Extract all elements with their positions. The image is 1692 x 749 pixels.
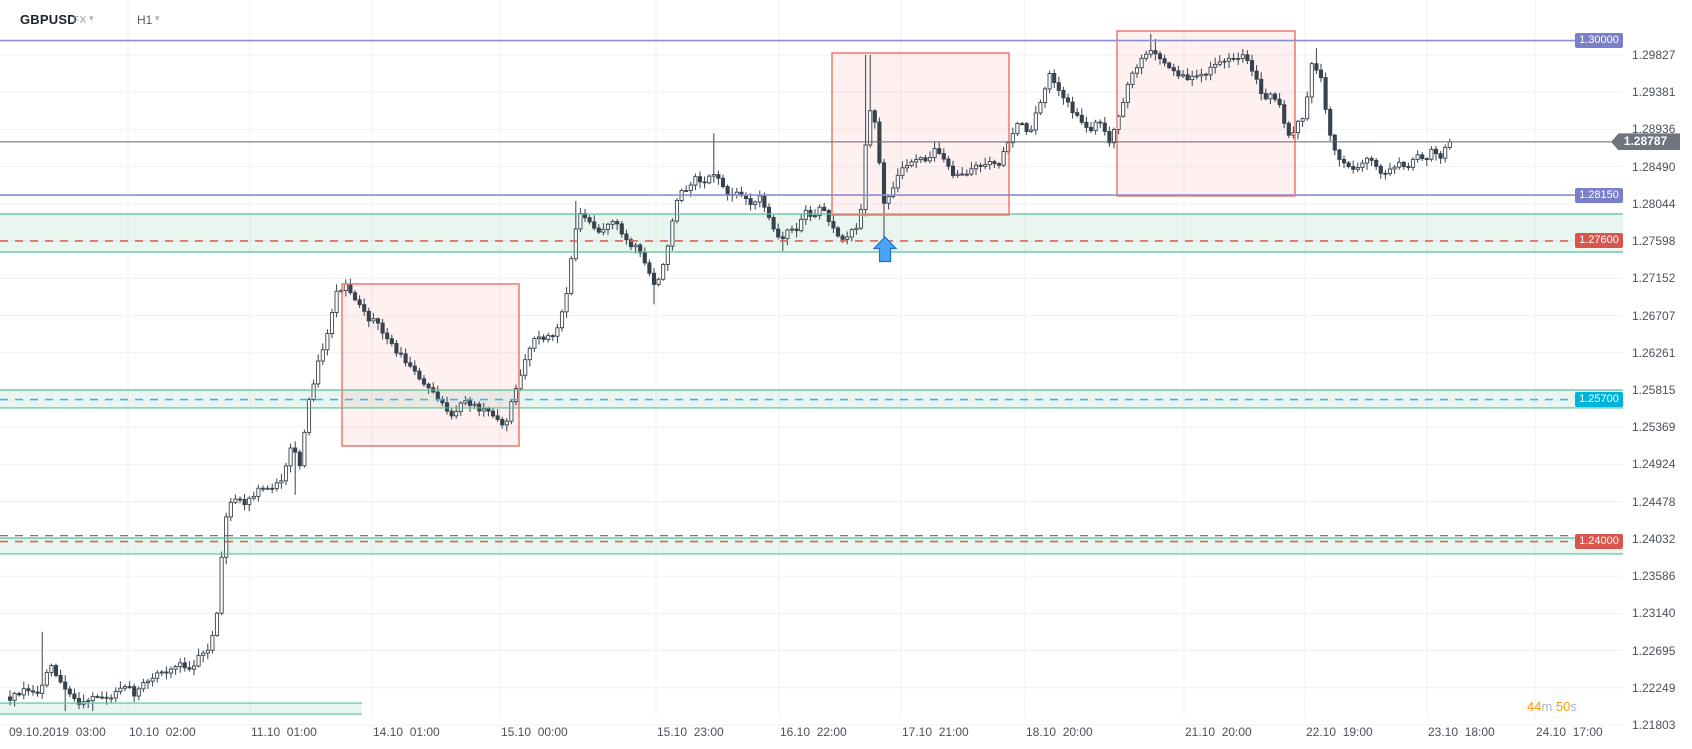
price-level-badge-1-28150[interactable]: 1.28150: [1575, 187, 1623, 203]
time-tick-label: 15.10 00:00: [501, 725, 568, 739]
price-tick-label: 1.28044: [1632, 196, 1676, 211]
time-tick-label: 17.10 21:00: [902, 725, 969, 739]
time-tick-label: 10.10 02:00: [129, 725, 196, 739]
price-tick-label: 1.23140: [1632, 606, 1676, 621]
price-tick-label: 1.22249: [1632, 680, 1676, 695]
candles: [7, 33, 1452, 712]
time-tick-label: 22.10 19:00: [1306, 725, 1373, 739]
time-tick-label: 11.10 01:00: [251, 725, 317, 739]
chevron-down-icon[interactable]: ▾: [89, 13, 94, 23]
time-tick-label: 21.10 20:00: [1185, 725, 1252, 739]
price-tick-label: 1.21803: [1632, 718, 1676, 732]
buy-arrow-marker[interactable]: [872, 236, 898, 263]
price-level-badge-1-24000[interactable]: 1.24000: [1575, 534, 1623, 550]
highlight-box-2[interactable]: [832, 52, 1009, 215]
price-tick-label: 1.25369: [1632, 420, 1676, 435]
time-tick-label: 14.10 01:00: [373, 725, 440, 739]
price-tick-label: 1.25815: [1632, 383, 1676, 397]
price-tick-label: 1.28490: [1632, 159, 1676, 174]
time-tick-label: 09.10.2019 03:00: [9, 725, 106, 739]
price-tick-label: 1.29827: [1632, 48, 1676, 62]
time-tick-label: 23.10 18:00: [1428, 725, 1495, 739]
countdown-minutes: 44: [1527, 699, 1542, 714]
countdown-minutes-unit: m: [1541, 699, 1556, 714]
level-lines[interactable]: [0, 39, 1623, 543]
price-tick-label: 1.22695: [1632, 643, 1676, 658]
last-price-badge: 1.28787: [1611, 133, 1680, 151]
support-zone-1-220[interactable]: [0, 703, 362, 715]
highlight-box-fills[interactable]: [342, 31, 1295, 446]
timeframe-selector[interactable]: H1: [137, 13, 153, 27]
exchange-selector[interactable]: FX: [73, 15, 87, 26]
price-level-badge-1-25700[interactable]: 1.25700: [1575, 392, 1623, 408]
support-zone-1-240[interactable]: [0, 537, 1623, 554]
time-tick-label: 16.10 22:00: [780, 725, 847, 739]
highlight-box-3-border[interactable]: [1116, 30, 1296, 197]
price-tick-label: 1.28936: [1632, 122, 1676, 137]
price-tick-label: 1.27152: [1632, 271, 1676, 286]
highlight-box-3[interactable]: [1117, 31, 1295, 196]
time-tick-label: 18.10 20:00: [1026, 725, 1093, 739]
price-tick-label: 1.24478: [1632, 494, 1676, 509]
price-tick-label: 1.29381: [1632, 85, 1676, 100]
price-level-badge-1-27600[interactable]: 1.27600: [1575, 233, 1623, 249]
countdown-seconds-unit: s: [1570, 699, 1577, 714]
countdown-timer: 44m 50s: [1527, 699, 1577, 714]
highlight-box-1[interactable]: [342, 283, 519, 446]
chart-header: GBPUSD FX ▾ H1 ▾: [0, 9, 1692, 31]
countdown-seconds: 50: [1555, 699, 1571, 714]
price-tick-label: 1.26707: [1632, 308, 1676, 323]
time-tick-label: 15.10 23:00: [657, 725, 724, 739]
support-zone-1-276[interactable]: [0, 213, 1623, 252]
highlight-box-1-border[interactable]: [341, 283, 520, 447]
chevron-down-icon[interactable]: ▾: [155, 13, 160, 23]
price-tick-label: 1.26261: [1632, 345, 1676, 360]
time-tick-label: 24.10 17:00: [1536, 725, 1603, 739]
symbol-name[interactable]: GBPUSD: [20, 12, 77, 27]
price-tick-label: 1.24032: [1632, 531, 1676, 546]
highlight-box-2-border[interactable]: [831, 52, 1010, 216]
support-zone-borders: [0, 213, 1623, 715]
price-tick-label: 1.24924: [1632, 457, 1676, 472]
highlight-box-borders[interactable]: [341, 30, 1296, 447]
grid: [0, 0, 1623, 726]
price-tick-label: 1.23586: [1632, 569, 1676, 584]
price-level-badge-1-30000[interactable]: 1.30000: [1575, 33, 1623, 49]
price-tick-label: 1.27598: [1632, 234, 1676, 249]
